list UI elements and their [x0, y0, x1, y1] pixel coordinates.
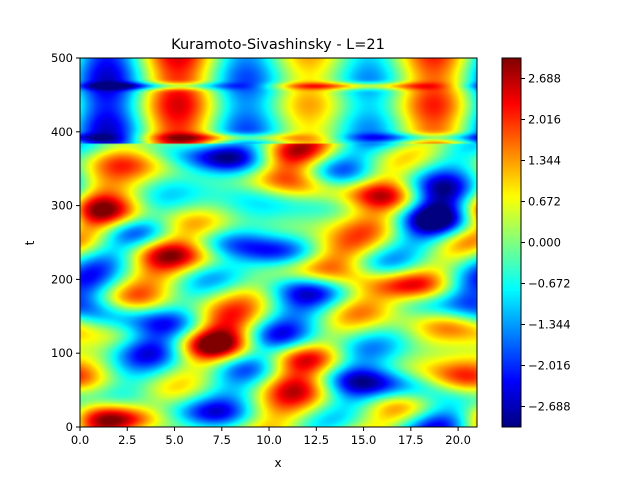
x-tick-label: 17.5 — [398, 433, 424, 447]
x-tick-label: 15.0 — [351, 433, 377, 447]
y-tick-label: 300 — [51, 199, 73, 213]
x-axis-label: x — [274, 456, 281, 470]
y-tick-label: 500 — [51, 51, 73, 65]
y-tick-label: 100 — [51, 346, 73, 360]
colorbar-tick-label: 2.688 — [528, 72, 561, 86]
x-tick-label: 7.5 — [213, 433, 231, 447]
x-tick-label: 0.0 — [71, 433, 89, 447]
x-tick-label: 5.0 — [165, 433, 183, 447]
x-tick-label: 2.5 — [118, 433, 136, 447]
x-axis-ticks: 0.0 2.5 5.0 7.5 10.0 12.5 15.0 17.5 20.0 — [71, 427, 471, 447]
y-axis-ticks: 0 100 200 300 400 500 — [51, 51, 80, 434]
heatmap-image — [80, 58, 477, 427]
colorbar-tick-label: 0.000 — [528, 236, 561, 250]
colorbar-tick-label: −0.672 — [528, 277, 571, 291]
x-tick-label: 12.5 — [304, 433, 330, 447]
y-tick-label: 400 — [51, 125, 73, 139]
colorbar-tick-label: 2.016 — [528, 113, 561, 127]
colorbar-ticks: −2.688 −2.016 −1.344 −0.672 0.000 0.672 1.344 2… — [521, 72, 571, 414]
x-tick-label: 10.0 — [256, 433, 282, 447]
chart-title: Kuramoto-Sivashinsky - L=21 — [171, 37, 385, 53]
y-tick-label: 200 — [51, 272, 73, 286]
colorbar-tick-label: 0.672 — [528, 195, 561, 209]
colorbar-tick-label: −2.016 — [528, 359, 571, 373]
colorbar-tick-label: −1.344 — [528, 318, 571, 332]
x-tick-label: 20.0 — [445, 433, 471, 447]
colorbar-tick-label: −2.688 — [528, 400, 571, 414]
y-axis-label: t — [23, 240, 37, 245]
colorbar-tick-label: 1.344 — [528, 154, 561, 168]
colorbar — [502, 58, 521, 427]
plot-frame — [79, 57, 478, 428]
y-tick-label: 0 — [66, 420, 73, 434]
